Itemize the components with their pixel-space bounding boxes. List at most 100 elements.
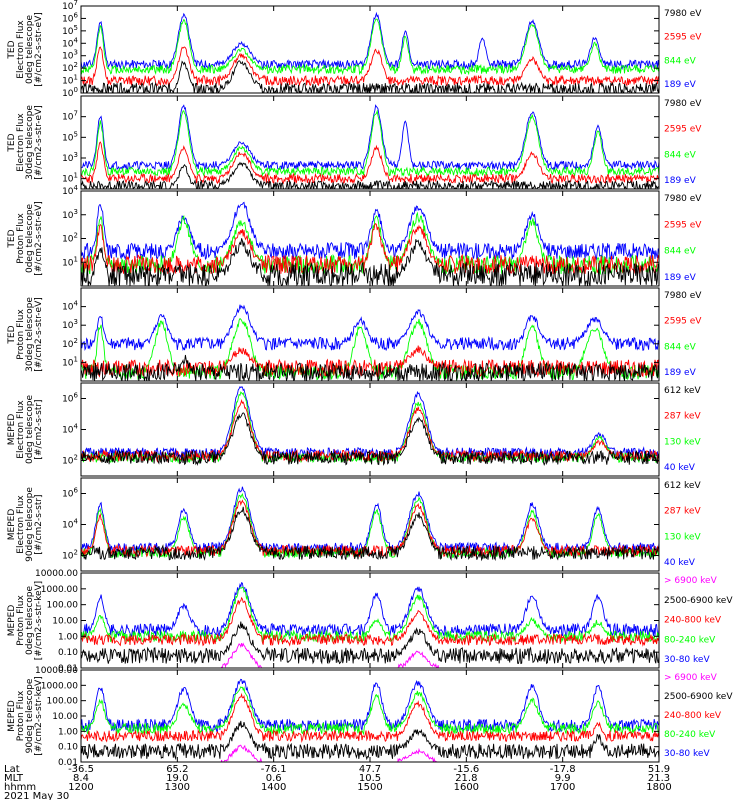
panel-4-legend-2: 2595 eV [664, 317, 702, 327]
panel-2-series [81, 104, 659, 189]
panel-7-ylabel-line-3: 0deg telescope [25, 586, 35, 656]
panel-7-series-3 [81, 596, 659, 647]
panel-2: 101 103 105 107 TED Electron Flux 30deg telesc… [7, 95, 702, 190]
panel-1-ytick-label-1: 100 [62, 86, 78, 99]
panel-3-legend-4: 189 eV [664, 273, 697, 283]
panel-6-ylabel-line-4: [#/cm2-s-str] [34, 494, 44, 554]
panel-2-legend-1: 7980 eV [664, 99, 702, 109]
panel-8-ytick-label-3: 1.00 [58, 727, 78, 737]
panel-2-ylabel-line-4: [#/cm2-s-str-eV] [34, 105, 44, 180]
panel-3-series [81, 201, 659, 286]
panel-1-series [81, 11, 659, 93]
panel-4-ytick-label-4: 104 [62, 300, 78, 313]
panel-8-series-3 [81, 692, 659, 743]
xtick-lat-5: -15.6 [453, 764, 479, 775]
xtick-mlt-2: 19.0 [166, 773, 188, 784]
panel-2-series-1 [81, 104, 659, 171]
xtick-mlt-3: 0.6 [266, 773, 282, 784]
panel-6-series-2 [81, 492, 659, 559]
panel-5-ytick-label-1: 102 [62, 454, 78, 467]
xtick-lat-1: -36.5 [68, 764, 94, 775]
panel-2-series-3 [81, 141, 659, 185]
panel-3-ytick-label-4: 104 [62, 184, 78, 197]
panel-5-ylabel-line-3: 0deg telescope [25, 395, 35, 465]
panel-2-ytick-label-4: 107 [62, 110, 78, 123]
xtick-lat-6: -17.8 [550, 764, 576, 775]
panel-3-legend-1: 7980 eV [664, 194, 702, 204]
panel-3-ytick-label-3: 103 [62, 208, 78, 221]
panel-7: 0.01 0.10 1.00 10.00 100.00 1000.00 10000.00 ME… [7, 569, 733, 674]
panel-4-series-1 [81, 304, 659, 352]
panel-5-frame [80, 382, 660, 477]
xtick-mlt-1: 8.4 [73, 773, 89, 784]
panel-3-ylabel-line-1: TED [7, 229, 17, 248]
xtick-mlt-6: 9.9 [555, 773, 571, 784]
panel-6-series [81, 486, 659, 562]
xaxis-row-label-lat: Lat [4, 764, 20, 775]
panel-3-legend-2: 2595 eV [664, 220, 702, 230]
panel-7-ytick-label-1: 0.01 [58, 664, 78, 674]
panel-1-legend-3: 844 eV [664, 56, 697, 66]
panel-5-ylabel-line-4: [#/cm2-s-str] [34, 399, 44, 459]
panel-3-series-3 [81, 222, 659, 276]
panel-6-ylabel-line-3: 90deg telescope [25, 487, 35, 562]
panel-1-ylabel-line-4: [#/cm2-s-str-eV] [34, 12, 44, 87]
panel-3-ylabel-line-3: 0deg telescope [25, 204, 35, 274]
xtick-hhmm-1: 1200 [68, 782, 93, 793]
panel-1-ytick-label-4: 103 [62, 49, 78, 62]
panel-1-ytick-label-7: 106 [62, 11, 78, 24]
panel-4-ylabel-line-4: [#/cm2-s-str-eV] [34, 297, 44, 372]
panel-8-series-4 [81, 720, 659, 761]
panel-3-series-1 [81, 201, 659, 261]
panel-1-ytick-label-5: 104 [62, 36, 78, 49]
panel-5-ytick-label-2: 104 [62, 423, 78, 436]
panel-3-legend-3: 844 eV [664, 247, 697, 257]
panel-7-ytick-label-3: 1.00 [58, 632, 78, 642]
xtick-mlt-5: 21.8 [455, 773, 477, 784]
panel-7-legend-5: 30-80 keV [664, 655, 710, 665]
xtick-mlt-7: 21.3 [648, 773, 670, 784]
panel-6-legend-3: 130 keV [664, 532, 701, 542]
panel-2-ylabel-line-3: 30deg telescope [25, 105, 35, 180]
panel-7-legend-2: 2500-6900 keV [664, 596, 733, 606]
panel-5-legend-1: 612 keV [664, 386, 701, 396]
panel-7-ytick-label-7: 10000.00 [35, 569, 78, 579]
panel-7-ylabel-line-4: [#/cm2-s-str-keV] [34, 581, 44, 660]
panel-7-legend-3: 240-800 keV [664, 616, 722, 626]
panel-1-series-2 [81, 18, 659, 76]
panel-2-ylabel-line-2: Electron Flux [16, 113, 26, 172]
xtick-hhmm-3: 1400 [261, 782, 286, 793]
xtick-hhmm-7: 1800 [646, 782, 671, 793]
panel-1-series-1 [81, 11, 659, 71]
panel-7-ytick-label-2: 0.10 [58, 648, 78, 658]
panel-8-series [81, 678, 659, 762]
panel-1-ylabel-line-3: 0deg telescope [25, 15, 35, 85]
panel-8-ytick-label-7: 10000.00 [35, 666, 78, 676]
panel-7-ylabel-line-1: MEPED [7, 605, 17, 637]
panel-8: 0.01 0.10 1.00 10.00 100.00 1000.00 10000.00 ME… [7, 666, 733, 768]
panel-6-ytick-label-3: 106 [62, 487, 78, 500]
panel-5-series-1 [81, 386, 659, 460]
panel-8-ytick-label-4: 10.00 [52, 712, 78, 722]
panel-2-ylabel-line-1: TED [7, 133, 17, 152]
panel-8-series-2 [81, 686, 659, 736]
panel-5-ytick-label-3: 106 [62, 392, 78, 405]
panel-6-legend-1: 612 keV [664, 481, 701, 491]
panel-1-ytick-label-6: 105 [62, 24, 78, 37]
xtick-hhmm-4: 1500 [357, 782, 382, 793]
panel-5-ylabel-line-1: MEPED [7, 414, 17, 446]
panel-8-legend-3: 240-800 keV [664, 711, 722, 721]
panel-7-series-2 [81, 586, 659, 643]
panel-7-ytick-label-5: 100.00 [47, 601, 79, 611]
xaxis-row-label-mlt: MLT [4, 773, 24, 784]
panel-1-ylabel-line-1: TED [7, 40, 17, 59]
panel-6-ytick-label-2: 104 [62, 518, 78, 531]
xtick-hhmm-2: 1300 [165, 782, 190, 793]
panel-2-legend-3: 844 eV [664, 150, 697, 160]
panel-3-ytick-label-1: 101 [62, 255, 78, 268]
panel-4-series-4 [81, 354, 659, 381]
panel-6-ylabel-line-2: Electron Flux [16, 495, 26, 554]
panel-8-legend-4: 80-240 keV [664, 730, 716, 740]
xtick-lat-7: 51.9 [648, 764, 670, 775]
panel-7-series-4 [81, 621, 659, 665]
